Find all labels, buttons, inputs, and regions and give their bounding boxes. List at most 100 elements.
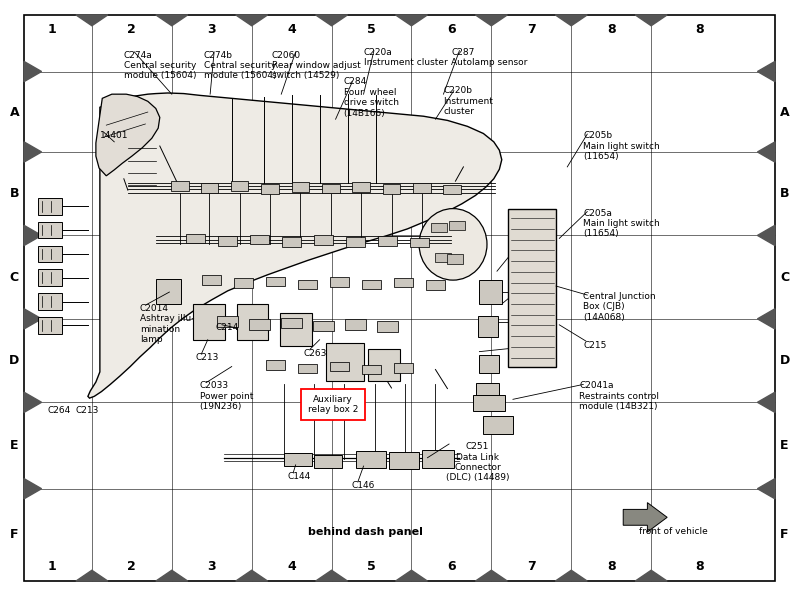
Polygon shape bbox=[76, 570, 108, 581]
Text: D: D bbox=[780, 354, 789, 367]
Polygon shape bbox=[757, 309, 775, 329]
Bar bbox=[356, 451, 386, 468]
Bar bbox=[38, 317, 62, 334]
Polygon shape bbox=[24, 142, 42, 162]
Text: C205b
Main light switch
(11654): C205b Main light switch (11654) bbox=[583, 131, 660, 161]
Bar bbox=[362, 280, 381, 289]
Text: C264: C264 bbox=[48, 406, 71, 415]
FancyBboxPatch shape bbox=[301, 389, 365, 420]
Polygon shape bbox=[757, 392, 775, 412]
Text: 8: 8 bbox=[607, 23, 615, 36]
Text: C274b
Central security
module (15604): C274b Central security module (15604) bbox=[204, 51, 276, 80]
Bar bbox=[237, 304, 268, 340]
Text: C: C bbox=[780, 271, 789, 284]
Text: 6: 6 bbox=[447, 23, 455, 36]
Bar bbox=[202, 275, 221, 285]
Bar bbox=[38, 269, 62, 286]
Polygon shape bbox=[757, 479, 775, 499]
Polygon shape bbox=[635, 570, 667, 581]
Polygon shape bbox=[88, 93, 502, 398]
Text: E: E bbox=[10, 439, 18, 452]
Text: A: A bbox=[10, 105, 19, 119]
Bar bbox=[389, 452, 419, 469]
Bar bbox=[479, 355, 499, 372]
Bar bbox=[447, 254, 463, 264]
Polygon shape bbox=[623, 502, 667, 532]
Text: Auxiliary
relay box 2: Auxiliary relay box 2 bbox=[308, 395, 359, 414]
Polygon shape bbox=[24, 225, 42, 246]
Bar bbox=[266, 360, 285, 370]
Bar bbox=[326, 343, 364, 381]
Bar bbox=[266, 277, 285, 286]
Polygon shape bbox=[396, 570, 427, 581]
Bar bbox=[345, 319, 366, 330]
Bar bbox=[284, 453, 312, 466]
Polygon shape bbox=[156, 570, 188, 581]
Text: 8: 8 bbox=[607, 560, 615, 573]
Bar bbox=[298, 364, 317, 373]
Bar bbox=[330, 362, 349, 371]
Bar bbox=[261, 184, 279, 194]
Polygon shape bbox=[24, 392, 42, 412]
Bar bbox=[378, 236, 397, 246]
Bar bbox=[330, 277, 349, 287]
Bar bbox=[483, 416, 513, 434]
Bar bbox=[346, 237, 365, 247]
Text: C251
Data Link
Connector
(DLC) (14489): C251 Data Link Connector (DLC) (14489) bbox=[446, 442, 509, 482]
Text: 2: 2 bbox=[128, 23, 136, 36]
Text: A: A bbox=[780, 105, 789, 119]
Text: front of vehicle: front of vehicle bbox=[639, 527, 708, 536]
Polygon shape bbox=[316, 15, 348, 26]
Bar bbox=[426, 280, 445, 290]
Bar bbox=[313, 321, 334, 331]
Bar bbox=[38, 246, 62, 262]
Bar bbox=[249, 319, 270, 330]
Bar bbox=[292, 182, 309, 192]
Text: 7: 7 bbox=[527, 560, 535, 573]
Bar bbox=[231, 181, 248, 191]
Polygon shape bbox=[475, 15, 507, 26]
Text: 1: 1 bbox=[48, 23, 56, 36]
Text: 8: 8 bbox=[695, 23, 703, 36]
Text: C144: C144 bbox=[288, 472, 311, 481]
Text: Central Junction
Box (CJB)
(14A068): Central Junction Box (CJB) (14A068) bbox=[583, 292, 656, 322]
Bar bbox=[38, 293, 62, 310]
Text: 8: 8 bbox=[695, 560, 703, 573]
Bar bbox=[508, 209, 556, 367]
Text: E: E bbox=[781, 439, 789, 452]
Text: 5: 5 bbox=[368, 23, 376, 36]
Text: C263: C263 bbox=[304, 349, 327, 358]
Bar bbox=[38, 222, 62, 238]
Bar bbox=[394, 278, 413, 287]
Polygon shape bbox=[757, 61, 775, 82]
Text: C215: C215 bbox=[583, 341, 606, 350]
Polygon shape bbox=[24, 309, 42, 329]
Text: C213: C213 bbox=[196, 353, 219, 362]
Text: 4: 4 bbox=[288, 560, 296, 573]
Bar bbox=[473, 395, 505, 411]
Bar bbox=[193, 304, 225, 340]
Text: 14401: 14401 bbox=[100, 131, 129, 140]
Text: C220b
Instrument
cluster: C220b Instrument cluster bbox=[443, 86, 493, 116]
Bar bbox=[281, 318, 302, 328]
Text: C213: C213 bbox=[76, 406, 99, 415]
Bar bbox=[443, 185, 461, 194]
Text: C: C bbox=[10, 271, 19, 284]
Text: C205a
Main light switch
(11654): C205a Main light switch (11654) bbox=[583, 209, 660, 238]
Text: C2041a
Restraints control
module (14B321): C2041a Restraints control module (14B321… bbox=[579, 381, 659, 411]
Polygon shape bbox=[555, 570, 587, 581]
Bar bbox=[362, 365, 381, 374]
Polygon shape bbox=[236, 570, 268, 581]
Bar bbox=[476, 383, 499, 405]
Bar bbox=[38, 198, 62, 215]
Bar bbox=[413, 183, 431, 193]
Text: C2033
Power point
(19N236): C2033 Power point (19N236) bbox=[200, 381, 253, 411]
Bar bbox=[298, 280, 317, 289]
Polygon shape bbox=[24, 61, 42, 82]
Polygon shape bbox=[635, 15, 667, 26]
Text: B: B bbox=[780, 187, 789, 200]
Bar bbox=[186, 234, 205, 243]
Bar bbox=[449, 221, 465, 230]
Bar bbox=[410, 238, 429, 247]
Bar bbox=[479, 280, 502, 304]
